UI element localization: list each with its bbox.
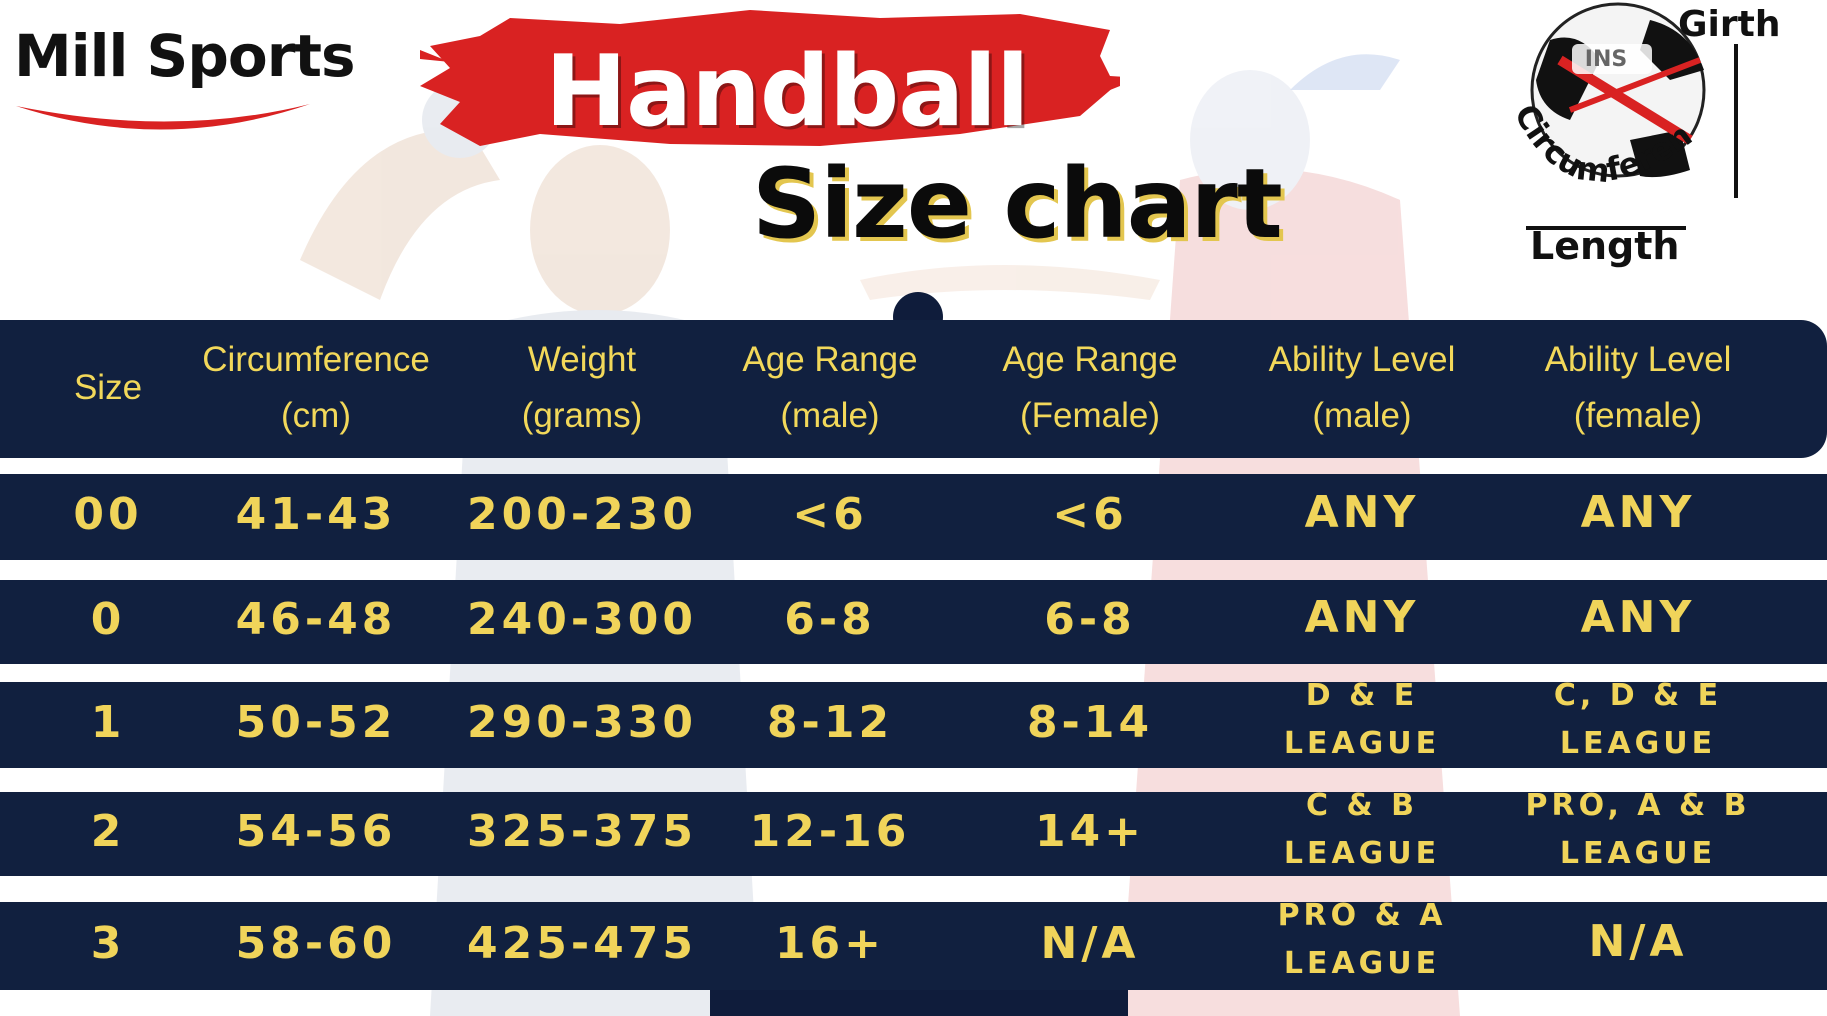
table-row <box>0 580 1827 664</box>
table-row <box>0 682 1827 768</box>
header-age-female-line1: Age Range <box>1002 340 1178 379</box>
page-title: Handball <box>545 35 1030 149</box>
cell-ability-female-line1: C, D & E <box>1553 678 1723 713</box>
cell-ability-male: ANY <box>1304 592 1420 643</box>
cell-circumference: 41-43 <box>235 489 397 540</box>
table-row <box>0 902 1827 990</box>
girth-label: Girth <box>1678 4 1781 45</box>
header-ability-male: Ability Level (male) <box>1269 332 1456 444</box>
table-row <box>0 474 1827 560</box>
header-age-male: Age Range (male) <box>742 332 917 444</box>
length-label: Length <box>1530 224 1680 268</box>
cell-ability-female-line1: PRO, A & B <box>1525 788 1751 823</box>
cell-weight: 425-475 <box>467 918 697 969</box>
cell-weight: 200-230 <box>467 489 697 540</box>
header-size-line1: Size <box>73 368 143 407</box>
red-brush-stroke-icon <box>420 10 1120 146</box>
cell-age-female: <6 <box>1052 489 1128 540</box>
cell-ability-male-line1: C & B <box>1306 788 1418 823</box>
header-age-female-line2: (Female) <box>1019 396 1161 435</box>
cell-age-female: N/A <box>1040 918 1140 969</box>
header-weight-line2: (grams) <box>521 396 643 435</box>
cell-age-female: 8-14 <box>1026 697 1154 748</box>
cell-size: 0 <box>90 594 126 645</box>
cell-ability-male: C & B LEAGUE <box>1284 782 1440 878</box>
cell-circumference: 46-48 <box>235 594 397 645</box>
cell-ability-male-line2: LEAGUE <box>1283 836 1441 871</box>
table-row <box>0 792 1827 876</box>
cell-ability-male-line2: LEAGUE <box>1283 946 1441 981</box>
header-ability-male-line1: Ability Level <box>1268 340 1456 379</box>
cell-weight: 240-300 <box>467 594 697 645</box>
cell-ability-female-line2: LEAGUE <box>1559 726 1717 761</box>
cell-ability-male-line1: PRO & A <box>1277 898 1447 933</box>
header-circumference-line2: (cm) <box>281 396 351 435</box>
cell-circumference: 50-52 <box>235 697 397 748</box>
cell-ability-male: PRO & A LEAGUE <box>1278 892 1447 988</box>
cell-age-male: 12-16 <box>749 806 911 857</box>
cell-weight: 325-375 <box>467 806 697 857</box>
cell-ability-female: PRO, A & B LEAGUE <box>1526 782 1751 878</box>
cell-age-male: <6 <box>792 489 868 540</box>
cell-ability-female: C, D & E LEAGUE <box>1554 672 1722 768</box>
handball-icon: Circumference INS <box>1490 0 1738 230</box>
header-age-male-line2: (male) <box>780 396 880 435</box>
cell-ability-male: ANY <box>1304 487 1420 538</box>
header-age-female: Age Range (Female) <box>1002 332 1177 444</box>
header-size: Size <box>74 360 142 416</box>
cell-age-female: 6-8 <box>1044 594 1136 645</box>
cell-age-female: 14+ <box>1034 806 1146 857</box>
header-circumference: Circumference (cm) <box>202 332 430 444</box>
logo-swoosh-icon <box>16 104 310 130</box>
cell-size: 2 <box>90 806 126 857</box>
cell-circumference: 58-60 <box>235 918 397 969</box>
header-ability-female-line2: (female) <box>1573 396 1703 435</box>
ball-brand-label: INS <box>1585 47 1627 72</box>
cell-ability-female: ANY <box>1580 487 1696 538</box>
table-header-band <box>0 320 1827 458</box>
header-weight: Weight (grams) <box>522 332 643 444</box>
cell-weight: 290-330 <box>467 697 697 748</box>
page-subtitle: Size chart <box>752 148 1283 260</box>
ball-measurement-diagram: Circumference INS Girth Length <box>1490 0 1820 280</box>
cell-ability-female-line2: LEAGUE <box>1559 836 1717 871</box>
cell-ability-female: N/A <box>1588 916 1688 967</box>
bottom-tab <box>710 990 1128 1016</box>
cell-circumference: 54-56 <box>235 806 397 857</box>
header-age-male-line1: Age Range <box>742 340 918 379</box>
cell-size: 1 <box>90 697 126 748</box>
header-circumference-line1: Circumference <box>202 340 430 379</box>
cell-ability-male-line1: D & E <box>1305 678 1419 713</box>
cell-ability-female: ANY <box>1580 592 1696 643</box>
cell-ability-male-line2: LEAGUE <box>1283 726 1441 761</box>
header-ability-female-line1: Ability Level <box>1544 340 1732 379</box>
brand-logo: Mill Sports <box>14 22 356 130</box>
cell-age-male: 8-12 <box>766 697 894 748</box>
cell-size: 3 <box>90 918 126 969</box>
cell-size: 00 <box>73 489 143 540</box>
brand-logo-text: Mill Sports <box>14 22 356 90</box>
cell-ability-male: D & E LEAGUE <box>1284 672 1440 768</box>
cell-age-male: 16+ <box>774 918 886 969</box>
header-ability-male-line2: (male) <box>1312 396 1412 435</box>
header-ability-female: Ability Level (female) <box>1545 332 1732 444</box>
cell-age-male: 6-8 <box>784 594 876 645</box>
header-weight-line1: Weight <box>527 340 637 379</box>
